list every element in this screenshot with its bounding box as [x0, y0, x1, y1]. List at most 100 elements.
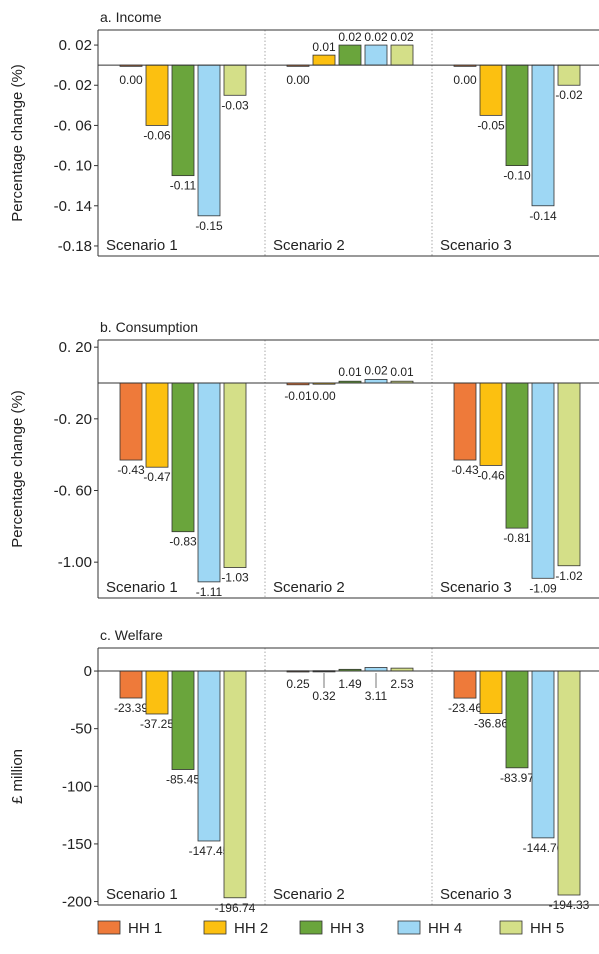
y-tick-label: -200: [62, 894, 92, 911]
bar-scenario-3-hh5: [557, 670, 581, 896]
bar-scenario-2-hh4: [364, 667, 388, 672]
data-label: 1.49: [338, 677, 362, 691]
bar-scenario-1-hh5: [223, 64, 247, 96]
data-label: -0.03: [221, 98, 249, 112]
data-label: -36.86: [474, 717, 508, 731]
data-label: 0.00: [453, 73, 477, 87]
scenario-label: Scenario 3: [440, 237, 512, 254]
data-label: -0.05: [477, 118, 505, 132]
welfare-panel: c. Welfare -23.39 -37.25 -85.45 -147.45 -196.…: [9, 627, 599, 915]
data-label: -0.43: [117, 463, 145, 477]
scenario-label: Scenario 2: [273, 237, 345, 254]
bar-scenario-3-hh5: [557, 382, 581, 567]
data-label: 0.02: [338, 30, 362, 44]
data-label: -0.46: [477, 468, 505, 482]
data-label: -83.97: [500, 771, 534, 785]
legend-label: HH 5: [530, 920, 564, 937]
scenario-label: Scenario 2: [273, 886, 345, 903]
data-label: -85.45: [166, 773, 200, 787]
y-tick-label: -1.00: [58, 554, 92, 571]
data-label: 0.00: [286, 73, 310, 87]
data-label: -0.81: [503, 531, 531, 545]
data-label: -0.47: [143, 470, 171, 484]
bar-scenario-1-hh2: [145, 64, 169, 126]
y-tick-label: -0.18: [58, 238, 92, 255]
scenario-label: Scenario 2: [273, 579, 345, 596]
legend: HH 1 HH 2 HH 3 HH 4 HH 5: [97, 920, 564, 937]
legend-label: HH 1: [128, 920, 162, 937]
scenario-label: Scenario 3: [440, 579, 512, 596]
bar-scenario-3-hh3: [505, 382, 529, 529]
bar-scenario-2-hh4: [364, 44, 388, 66]
legend-swatch-hh4: [397, 920, 421, 935]
data-label: 0.25: [286, 677, 310, 691]
data-label: 0.01: [312, 40, 336, 54]
bar-scenario-2-hh5: [390, 44, 414, 66]
data-label: 0.00: [312, 389, 336, 403]
data-label: -23.46: [448, 701, 482, 715]
bar-scenario-1-hh4: [197, 382, 221, 583]
scenario-label: Scenario 1: [106, 237, 178, 254]
data-label: -0.10: [503, 169, 531, 183]
data-label: 0.02: [364, 363, 388, 377]
legend-label: HH 3: [330, 920, 364, 937]
bar-scenario-2-hh3: [338, 44, 362, 66]
data-label: 0.02: [364, 30, 388, 44]
bar-scenario-3-hh3: [505, 64, 529, 166]
data-label: -1.11: [196, 585, 223, 599]
data-label: 0.01: [338, 365, 362, 379]
scenario-label: Scenario 3: [440, 886, 512, 903]
legend-swatch-hh5: [499, 920, 523, 935]
income-panel: a. Income 0.00 -0.06 -0.11 -0.15 -0.03 Scenari…: [9, 9, 599, 257]
data-label: -0.14: [529, 209, 557, 223]
data-label: -23.39: [114, 701, 148, 715]
legend-label: HH 2: [234, 920, 268, 937]
y-tick-label: -50: [70, 721, 92, 738]
data-label: -1.09: [529, 581, 557, 595]
y-axis-label: £ million: [9, 749, 26, 804]
y-tick-label: -0. 60: [54, 483, 92, 500]
y-tick-label: 0. 20: [59, 339, 92, 356]
bar-scenario-1-hh4: [197, 64, 221, 217]
y-tick-label: -0. 20: [54, 411, 92, 428]
y-axis-label: Percentage change (%): [9, 64, 26, 222]
bar-scenario-3-hh4: [531, 64, 555, 207]
y-axis-label: Percentage change (%): [9, 390, 26, 548]
data-label: -37.25: [140, 717, 174, 731]
legend-swatch-hh2: [203, 920, 227, 935]
bar-scenario-1-hh3: [171, 382, 195, 533]
data-label: -196.74: [215, 901, 256, 915]
data-label: 2.53: [390, 677, 414, 691]
data-label: 3.11: [365, 689, 388, 703]
data-label: -0.01: [284, 389, 312, 403]
data-label: -0.06: [143, 128, 171, 142]
panel-title: c. Welfare: [100, 627, 163, 643]
data-label: 0.01: [390, 365, 414, 379]
bar-scenario-3-hh2: [479, 64, 503, 116]
scenario-label: Scenario 1: [106, 886, 178, 903]
y-tick-label: -0. 14: [54, 198, 92, 215]
data-label: 0.32: [312, 689, 336, 703]
y-tick-label: -100: [62, 778, 92, 795]
data-label: -0.83: [169, 535, 197, 549]
y-tick-label: -0. 02: [54, 77, 92, 94]
bar-scenario-3-hh1: [453, 382, 477, 461]
bar-scenario-1-hh3: [171, 670, 195, 770]
consumption-panel: b. Consumption-0.43-0.47-0.83-1.11-1.03S…: [9, 319, 599, 599]
welfare-leader-lines: [323, 673, 377, 689]
bar-scenario-3-hh5: [557, 64, 581, 86]
scenario-label: Scenario 1: [106, 579, 178, 596]
bar-scenario-3-hh1: [453, 670, 477, 699]
data-label: -0.43: [451, 463, 479, 477]
data-label: -147.45: [189, 844, 230, 858]
data-label: 0.02: [390, 30, 414, 44]
y-tick-label: 0. 02: [59, 37, 92, 54]
bar-scenario-3-hh4: [531, 382, 555, 579]
bar-scenario-1-hh2: [145, 670, 169, 715]
bar-scenario-1-hh2: [145, 382, 169, 468]
y-tick-label: -0. 06: [54, 117, 92, 134]
bar-scenario-1-hh1: [119, 670, 143, 699]
data-label: -0.11: [170, 179, 197, 193]
y-tick-label: -0. 10: [54, 158, 92, 175]
